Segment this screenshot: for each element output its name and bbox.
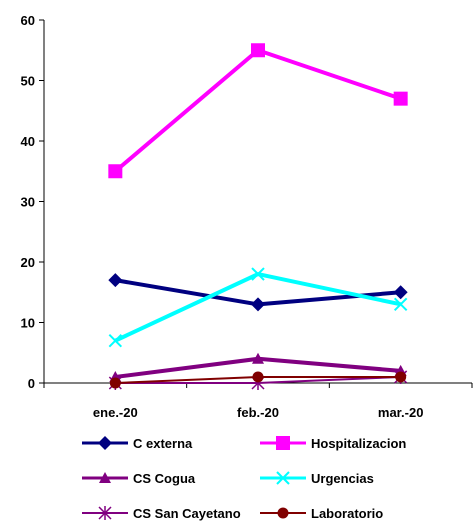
legend-label: Hospitalizacion bbox=[311, 436, 406, 451]
data-point bbox=[109, 377, 121, 389]
legend-label: Laboratorio bbox=[311, 506, 383, 521]
data-point bbox=[252, 371, 264, 383]
marker-stroke bbox=[276, 471, 290, 485]
data-point bbox=[395, 371, 407, 383]
legend-marker bbox=[276, 471, 290, 485]
y-tick-label: 40 bbox=[21, 134, 35, 149]
y-tick-label: 30 bbox=[21, 195, 35, 210]
legend-marker bbox=[99, 472, 111, 483]
series-urgencias bbox=[108, 267, 408, 348]
x-axis-ticks: ene.-20 feb.-20 mar.-20 bbox=[43, 383, 473, 420]
legend-item: CS San Cayetano bbox=[82, 506, 241, 521]
legend-label: CS Cogua bbox=[133, 471, 196, 486]
legend-item: Hospitalizacion bbox=[260, 436, 406, 451]
series-laboratorio bbox=[109, 371, 407, 389]
chart-legend: C externa Hospitalizacion CS Cogua Urgencia… bbox=[82, 436, 406, 521]
data-point bbox=[251, 267, 265, 281]
data-point bbox=[393, 297, 408, 312]
y-tick-label: 0 bbox=[28, 376, 35, 391]
data-point bbox=[252, 352, 264, 364]
y-tick-label: 20 bbox=[21, 255, 35, 270]
legend-item: C externa bbox=[82, 436, 193, 451]
legend-marker bbox=[98, 506, 112, 520]
y-tick-label: 60 bbox=[21, 13, 35, 28]
data-point bbox=[108, 273, 123, 288]
y-axis-ticks: 0 10 20 30 40 50 60 bbox=[21, 13, 44, 391]
legend-item: CS Cogua bbox=[82, 471, 196, 486]
data-point bbox=[108, 333, 123, 348]
series-c-externa bbox=[108, 273, 408, 312]
chart-series bbox=[108, 43, 408, 390]
data-point bbox=[108, 164, 123, 179]
series-hospitalizacion bbox=[108, 43, 408, 179]
x-tick-label: mar.-20 bbox=[378, 405, 424, 420]
x-tick-label: ene.-20 bbox=[93, 405, 138, 420]
legend-marker bbox=[98, 436, 112, 450]
y-tick-label: 50 bbox=[21, 74, 35, 89]
chart-axes bbox=[43, 20, 472, 384]
data-point bbox=[251, 43, 265, 58]
legend-label: Urgencias bbox=[311, 471, 374, 486]
series-line bbox=[114, 48, 402, 173]
y-tick-label: 10 bbox=[21, 316, 35, 331]
legend-label: CS San Cayetano bbox=[133, 506, 241, 521]
data-point bbox=[251, 297, 265, 312]
data-point bbox=[393, 91, 408, 106]
legend-marker bbox=[277, 507, 289, 519]
marker-stroke bbox=[108, 333, 123, 348]
legend-item: Laboratorio bbox=[260, 506, 383, 521]
x-tick-label: feb.-20 bbox=[237, 405, 279, 420]
legend-label: C externa bbox=[133, 436, 193, 451]
marker-stroke bbox=[393, 297, 408, 312]
legend-marker bbox=[276, 436, 290, 450]
legend-item: Urgencias bbox=[260, 471, 374, 486]
marker-stroke bbox=[251, 267, 265, 281]
data-point bbox=[393, 285, 408, 300]
